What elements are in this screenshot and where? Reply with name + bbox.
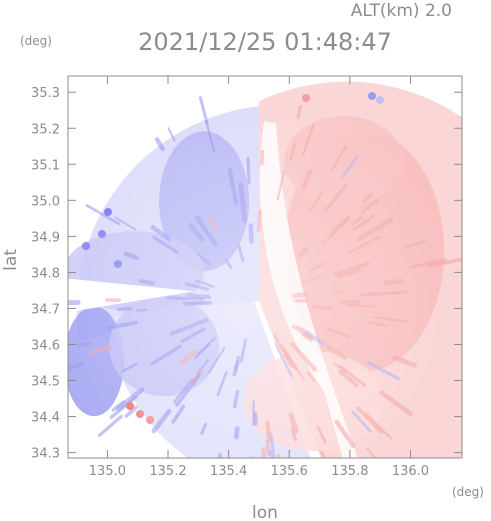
y-tick-label: 35.1 <box>31 158 60 173</box>
x-axis: 135.0 135.2 135.4 135.6 135.8 136.0 <box>89 76 429 479</box>
y-axis: 34.3 34.4 34.5 34.6 34.7 34.8 34.9 35.0 35.1 35.2… <box>31 86 462 462</box>
chart-title: 2021/12/25 01:48:47 <box>138 28 392 56</box>
y-tick-label: 35.2 <box>31 122 60 137</box>
plot-frame <box>67 75 463 459</box>
x-tick-label: 136.0 <box>392 464 429 479</box>
x-tick-label: 135.2 <box>149 464 186 479</box>
isolated-echo <box>368 92 376 100</box>
x-tick-label: 135.6 <box>271 464 308 479</box>
y-tick-label: 35.3 <box>31 86 60 101</box>
isolated-echo <box>376 96 384 104</box>
x-tick-label: 135.0 <box>89 464 126 479</box>
y-tick-label: 34.5 <box>31 375 60 390</box>
echo-shading <box>68 96 460 458</box>
x-tick-label: 135.8 <box>331 464 368 479</box>
isolated-echo <box>302 94 310 102</box>
y-tick-label: 34.4 <box>31 411 60 426</box>
y-tick-label: 34.9 <box>31 230 60 245</box>
y-tick-label: 34.7 <box>31 302 60 317</box>
y-unit-label: (deg) <box>20 34 52 48</box>
y-tick-label: 34.6 <box>31 338 60 353</box>
y-tick-label: 34.8 <box>31 266 60 281</box>
altitude-label: ALT(km) 2.0 <box>351 1 452 21</box>
x-tick-label: 135.4 <box>210 464 247 479</box>
y-tick-label: 35.0 <box>31 194 60 209</box>
x-axis-title: lon <box>252 503 278 521</box>
x-unit-label: (deg) <box>452 485 484 499</box>
y-axis-title: lat <box>1 249 21 271</box>
radar-echo-field <box>68 81 462 500</box>
echo-streak <box>191 475 199 500</box>
y-tick-label: 34.3 <box>31 447 60 462</box>
